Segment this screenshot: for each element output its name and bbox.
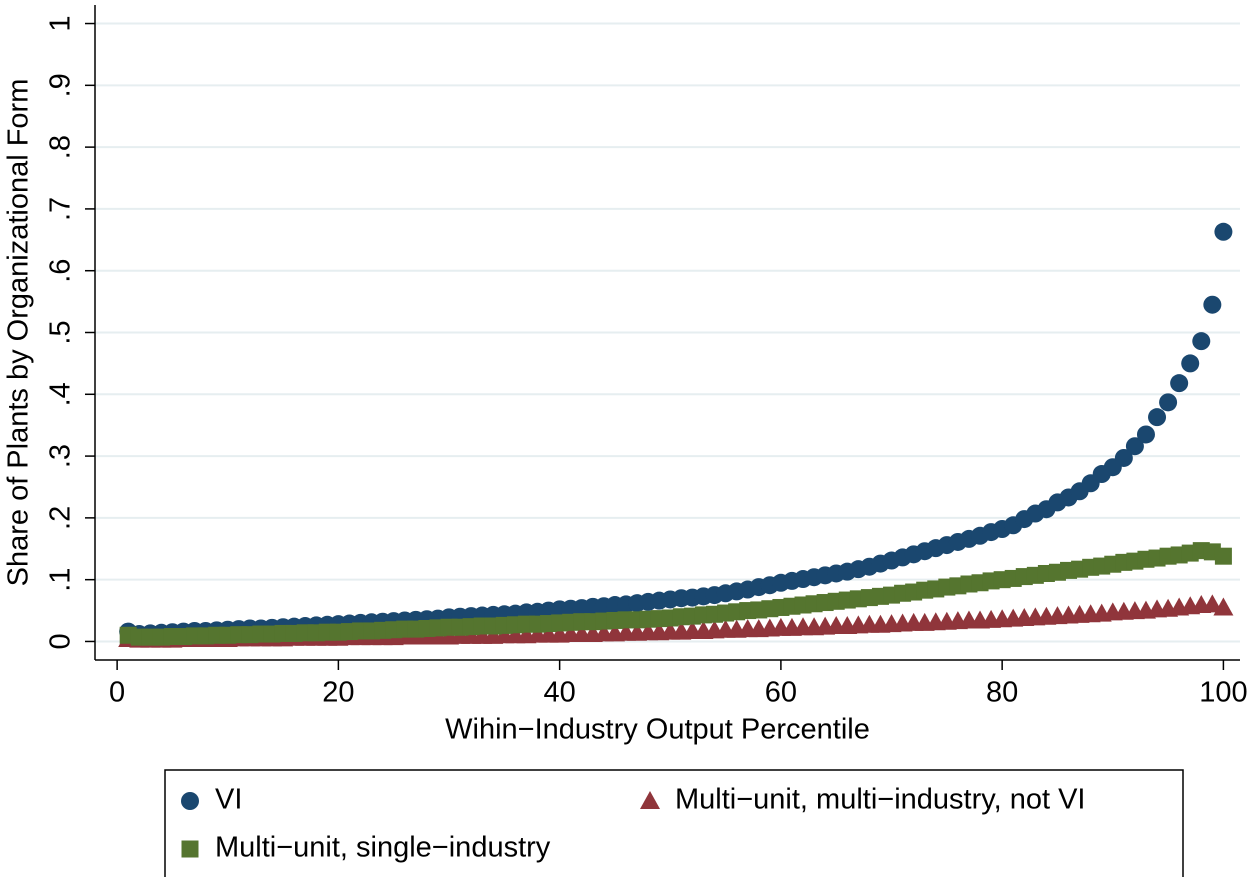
y-tick-label: .6 bbox=[45, 259, 77, 283]
legend-marker bbox=[181, 792, 199, 810]
point bbox=[1148, 408, 1167, 427]
point bbox=[1136, 425, 1155, 444]
point bbox=[1181, 354, 1200, 373]
point bbox=[1214, 222, 1233, 241]
legend-label: VI bbox=[215, 784, 242, 816]
y-tick-label: .7 bbox=[45, 197, 77, 221]
point bbox=[1159, 393, 1178, 412]
y-tick-label: .9 bbox=[45, 73, 77, 97]
y-tick-label: .2 bbox=[45, 506, 77, 530]
point bbox=[1114, 448, 1133, 467]
point bbox=[1125, 437, 1144, 456]
y-tick-label: 0 bbox=[45, 633, 77, 649]
y-tick-label: .4 bbox=[45, 382, 77, 406]
x-tick-label: 0 bbox=[109, 677, 125, 709]
point bbox=[1192, 332, 1211, 351]
y-tick-label: 1 bbox=[45, 15, 77, 31]
x-tick-label: 40 bbox=[544, 677, 576, 709]
y-tick-label: .5 bbox=[45, 320, 77, 344]
y-tick-label: .8 bbox=[45, 135, 77, 159]
legend-box bbox=[164, 769, 1184, 882]
x-tick-label: 60 bbox=[765, 677, 797, 709]
x-tick-label: 80 bbox=[986, 677, 1018, 709]
point bbox=[1213, 597, 1234, 616]
legend-label: Multi−unit, single−industry bbox=[215, 832, 551, 864]
y-tick-label: .3 bbox=[45, 444, 77, 468]
point bbox=[1203, 295, 1222, 314]
point bbox=[1170, 374, 1189, 393]
point bbox=[1214, 547, 1232, 565]
legend-label: Multi−unit, multi−industry, not VI bbox=[675, 784, 1085, 816]
y-axis-title: Share of Plants by Organizational Form bbox=[3, 79, 35, 587]
y-tick-label: .1 bbox=[45, 568, 77, 592]
x-axis-title: Wihin−Industry Output Percentile bbox=[445, 714, 870, 746]
point bbox=[1202, 594, 1223, 613]
x-tick-label: 100 bbox=[1199, 677, 1247, 709]
legend-marker bbox=[181, 840, 199, 858]
legend-marker bbox=[640, 791, 660, 809]
x-tick-label: 20 bbox=[322, 677, 354, 709]
